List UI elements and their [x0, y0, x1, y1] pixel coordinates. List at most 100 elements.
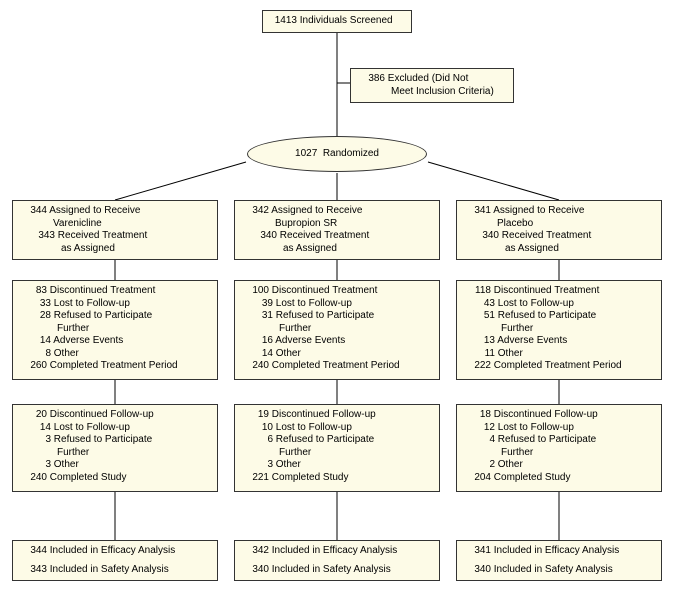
assigned-n: 341: [463, 205, 491, 218]
assigned-label: Assigned to Receive: [49, 205, 140, 216]
refused-label2: Further: [463, 323, 655, 336]
eff-n: 342: [241, 545, 269, 558]
received-label2: as Assigned: [19, 243, 211, 256]
lost-label: Lost to Follow-up: [54, 298, 130, 309]
eff-label: Included in Efficacy Analysis: [50, 545, 175, 556]
completed-study-label: Completed Study: [494, 472, 571, 483]
completed-tx-n: 222: [463, 360, 491, 373]
safe-n: 343: [19, 564, 47, 577]
eff-label: Included in Efficacy Analysis: [272, 545, 397, 556]
refused-label: Refused to Participate: [54, 310, 152, 321]
disc-fu-label: Discontinued Follow-up: [272, 409, 376, 420]
excluded-box: 386 Excluded (Did Not Meet Inclusion Cri…: [350, 68, 514, 103]
fu-refused-n: 3: [31, 434, 51, 447]
randomized-ellipse: 1027 Randomized: [247, 136, 427, 172]
fu-lost-n: 10: [253, 422, 273, 435]
refused-label: Refused to Participate: [276, 310, 374, 321]
drug-name: Placebo: [463, 218, 655, 231]
screened-box: 1413 Individuals Screened: [262, 10, 412, 33]
fu-refused-n: 6: [253, 434, 273, 447]
other-n: 14: [253, 348, 273, 361]
other-label: Other: [498, 348, 523, 359]
disc-fu-label: Discontinued Follow-up: [50, 409, 154, 420]
drug-name: Bupropion SR: [241, 218, 433, 231]
received-n: 343: [27, 230, 55, 243]
received-label2: as Assigned: [463, 243, 655, 256]
disc-tx-label: Discontinued Treatment: [272, 285, 378, 296]
randomized-label: Randomized: [323, 148, 379, 159]
fu-other-n: 3: [253, 459, 273, 472]
received-label: Received Treatment: [502, 230, 592, 241]
ae-label: Adverse Events: [53, 335, 123, 346]
fu-other-label: Other: [276, 459, 301, 470]
analysis-box: 342 Included in Efficacy Analysis 340 In…: [234, 540, 440, 581]
discontinued-fu-box: 20 Discontinued Follow-up 14 Lost to Fol…: [12, 404, 218, 492]
eff-label: Included in Efficacy Analysis: [494, 545, 619, 556]
disc-tx-n: 100: [241, 285, 269, 298]
assigned-label: Assigned to Receive: [493, 205, 584, 216]
fu-other-n: 2: [475, 459, 495, 472]
disc-fu-n: 18: [463, 409, 491, 422]
disc-tx-n: 83: [19, 285, 47, 298]
disc-tx-label: Discontinued Treatment: [50, 285, 156, 296]
completed-tx-n: 260: [19, 360, 47, 373]
discontinued-fu-box: 18 Discontinued Follow-up 12 Lost to Fol…: [456, 404, 662, 492]
fu-lost-n: 14: [31, 422, 51, 435]
safe-label: Included in Safety Analysis: [272, 564, 391, 575]
ae-n: 14: [31, 335, 51, 348]
eff-n: 341: [463, 545, 491, 558]
fu-refused-label: Refused to Participate: [498, 434, 596, 445]
ae-n: 13: [475, 335, 495, 348]
analysis-box: 341 Included in Efficacy Analysis 340 In…: [456, 540, 662, 581]
fu-refused-n: 4: [475, 434, 495, 447]
completed-study-label: Completed Study: [272, 472, 349, 483]
randomized-n: 1027: [295, 148, 317, 159]
refused-label: Refused to Participate: [498, 310, 596, 321]
assigned-box: 344 Assigned to Receive Varenicline 343 …: [12, 200, 218, 260]
ae-n: 16: [253, 335, 273, 348]
other-label: Other: [276, 348, 301, 359]
received-label: Received Treatment: [280, 230, 370, 241]
excluded-label2: Meet Inclusion Criteria): [357, 86, 507, 99]
excluded-label: Excluded (Did Not: [388, 73, 469, 84]
disc-fu-label: Discontinued Follow-up: [494, 409, 598, 420]
fu-other-n: 3: [31, 459, 51, 472]
screened-n: 1413: [269, 15, 297, 28]
lost-n: 43: [475, 298, 495, 311]
fu-lost-n: 12: [475, 422, 495, 435]
assigned-n: 342: [241, 205, 269, 218]
discontinued-tx-box: 118 Discontinued Treatment 43 Lost to Fo…: [456, 280, 662, 380]
completed-study-n: 204: [463, 472, 491, 485]
disc-tx-n: 118: [463, 285, 491, 298]
received-n: 340: [249, 230, 277, 243]
lost-label: Lost to Follow-up: [276, 298, 352, 309]
safe-n: 340: [463, 564, 491, 577]
drug-name: Varenicline: [19, 218, 211, 231]
discontinued-tx-box: 100 Discontinued Treatment 39 Lost to Fo…: [234, 280, 440, 380]
fu-other-label: Other: [54, 459, 79, 470]
discontinued-tx-box: 83 Discontinued Treatment 33 Lost to Fol…: [12, 280, 218, 380]
other-n: 8: [31, 348, 51, 361]
fu-refused-label2: Further: [463, 447, 655, 460]
disc-fu-n: 19: [241, 409, 269, 422]
received-label: Received Treatment: [58, 230, 148, 241]
fu-refused-label2: Further: [241, 447, 433, 460]
fu-lost-label: Lost to Follow-up: [498, 422, 574, 433]
lost-n: 39: [253, 298, 273, 311]
discontinued-fu-box: 19 Discontinued Follow-up 10 Lost to Fol…: [234, 404, 440, 492]
refused-n: 31: [253, 310, 273, 323]
disc-fu-n: 20: [19, 409, 47, 422]
completed-study-label: Completed Study: [50, 472, 127, 483]
eff-n: 344: [19, 545, 47, 558]
completed-study-n: 240: [19, 472, 47, 485]
ae-label: Adverse Events: [497, 335, 567, 346]
fu-refused-label: Refused to Participate: [276, 434, 374, 445]
received-label2: as Assigned: [241, 243, 433, 256]
fu-refused-label2: Further: [19, 447, 211, 460]
analysis-box: 344 Included in Efficacy Analysis 343 In…: [12, 540, 218, 581]
safe-label: Included in Safety Analysis: [50, 564, 169, 575]
completed-tx-n: 240: [241, 360, 269, 373]
other-label: Other: [54, 348, 79, 359]
completed-study-n: 221: [241, 472, 269, 485]
refused-label2: Further: [241, 323, 433, 336]
